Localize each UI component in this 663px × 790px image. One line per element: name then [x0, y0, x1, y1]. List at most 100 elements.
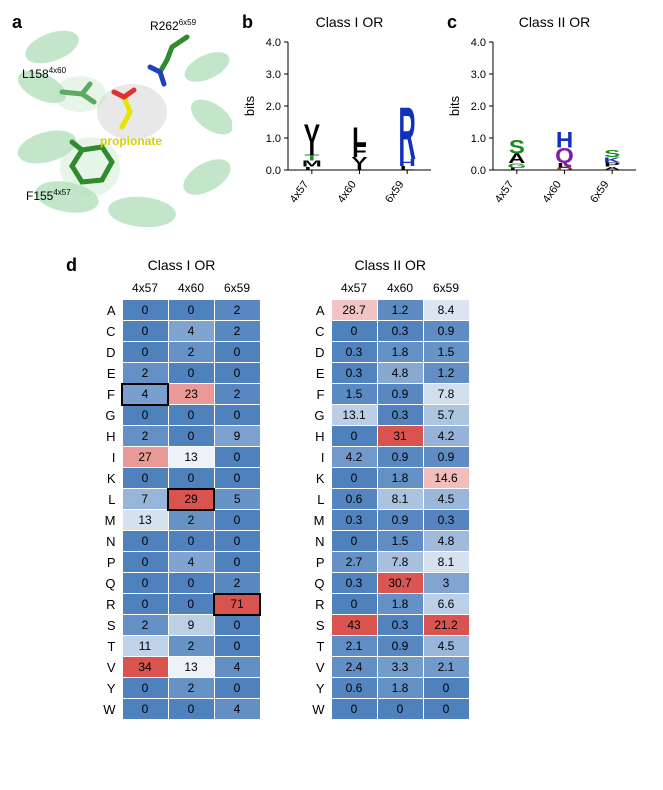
heatmap-cell: 71: [214, 594, 260, 615]
heatmap-cell: 13.1: [331, 405, 377, 426]
svg-text:4x60: 4x60: [540, 179, 564, 205]
row-label: W: [102, 699, 122, 720]
row-label: V: [311, 657, 331, 678]
heatmap-cell: 2: [168, 510, 214, 531]
heatmap-cell: 21.2: [423, 615, 469, 636]
label-r262: R2626x59: [150, 18, 196, 33]
row-label: V: [102, 657, 122, 678]
heatmap-cell: 0.3: [331, 342, 377, 363]
heatmap-cell: 13: [168, 447, 214, 468]
row-label: Q: [311, 573, 331, 594]
row-label: S: [102, 615, 122, 636]
panel-b-label: b: [242, 12, 253, 33]
svg-text:4x60: 4x60: [335, 179, 359, 205]
heatmap-cell: 0: [214, 531, 260, 552]
heatmap-cell: 0: [168, 468, 214, 489]
svg-text:3.0: 3.0: [266, 69, 281, 81]
heatmap-cell: 9: [214, 426, 260, 447]
svg-text:2.0: 2.0: [266, 101, 281, 113]
heatmap-cell: 1.5: [423, 342, 469, 363]
heatmap-cell: 0: [214, 510, 260, 531]
panel-c-label: c: [447, 12, 457, 33]
heatmap-cell: 0: [168, 573, 214, 594]
heatmap-cell: 0: [214, 678, 260, 699]
svg-text:S: S: [509, 136, 525, 158]
row-label: T: [102, 636, 122, 657]
heatmap-cell: 7.8: [377, 552, 423, 573]
heatmap-cell: 2: [168, 342, 214, 363]
row-label: R: [102, 594, 122, 615]
heatmap-cell: 1.8: [377, 468, 423, 489]
heatmap-cell: 4: [122, 384, 168, 405]
heatmap-cell: 0.3: [331, 573, 377, 594]
row-label: I: [102, 447, 122, 468]
heatmap-cell: 0: [214, 405, 260, 426]
heatmap-cell: 0: [168, 363, 214, 384]
heatmap-cell: 0: [214, 552, 260, 573]
heatmap-cell: 0.9: [423, 321, 469, 342]
row-label: W: [311, 699, 331, 720]
heatmap-cell: 2: [122, 615, 168, 636]
heatmap-cell: 2.1: [331, 636, 377, 657]
row-label: H: [311, 426, 331, 447]
heatmap-cell: 0: [214, 615, 260, 636]
top-row: a: [12, 12, 651, 227]
heatmap-cell: 0: [331, 468, 377, 489]
svg-text:4x57: 4x57: [288, 179, 312, 205]
row-label: P: [102, 552, 122, 573]
heatmap-cell: 0: [122, 468, 168, 489]
row-label: A: [102, 300, 122, 321]
heatmap-cell: 8.1: [423, 552, 469, 573]
heatmap-cell: 2: [168, 636, 214, 657]
row-label: D: [311, 342, 331, 363]
heatmap-cell: 34: [122, 657, 168, 678]
row-label: G: [102, 405, 122, 426]
heatmap-cell: 28.7: [331, 300, 377, 321]
row-label: M: [311, 510, 331, 531]
heatmap-cell: 2: [214, 384, 260, 405]
row-label: I: [311, 447, 331, 468]
heatmap-cell: 2.4: [331, 657, 377, 678]
col-header: 4x60: [377, 279, 423, 300]
heatmap-cell: 8.4: [423, 300, 469, 321]
row-label: H: [102, 426, 122, 447]
row-label: C: [311, 321, 331, 342]
heatmap-cell: 0: [122, 552, 168, 573]
heatmap-cell: 4.5: [423, 636, 469, 657]
heatmap-cell: 4.2: [331, 447, 377, 468]
svg-text:V: V: [304, 121, 321, 148]
heatmap-cell: 0.9: [377, 510, 423, 531]
svg-text:4.0: 4.0: [471, 37, 486, 49]
heatmap-cell: 0: [122, 300, 168, 321]
heatmap-cell: 0.9: [377, 636, 423, 657]
heatmap-classI: d Class I OR 4x574x606x59A002C042D020E20…: [102, 257, 261, 720]
heatmap-classII: Class II OR 4x574x606x59A28.71.28.4C00.3…: [311, 257, 470, 720]
col-header: 4x57: [122, 279, 168, 300]
row-label: F: [102, 384, 122, 405]
heatmap-cell: 14.6: [423, 468, 469, 489]
svg-text:3.0: 3.0: [471, 69, 486, 81]
heatmap-cell: 0: [122, 405, 168, 426]
heatmap-cell: 0: [214, 636, 260, 657]
heatmap-cell: 0: [331, 321, 377, 342]
label-f155: F1554x57: [26, 188, 71, 203]
svg-text:bits: bits: [242, 95, 257, 116]
svg-text:R: R: [399, 92, 416, 175]
heatmap-cell: 29: [168, 489, 214, 510]
row-label: L: [102, 489, 122, 510]
heatmap-cell: 0: [122, 594, 168, 615]
row-label: Q: [102, 573, 122, 594]
row-label: R: [311, 594, 331, 615]
row-label: D: [102, 342, 122, 363]
panel-a: a: [12, 12, 232, 227]
row-label: E: [102, 363, 122, 384]
svg-text:L: L: [352, 124, 367, 151]
heatmap-cell: 0: [122, 678, 168, 699]
heatmap-cell: 0: [122, 321, 168, 342]
row-label: Y: [102, 678, 122, 699]
heatmap-cell: 4: [168, 552, 214, 573]
row-label: P: [311, 552, 331, 573]
heatmap-cell: 2: [214, 573, 260, 594]
heatmap-cell: 23: [168, 384, 214, 405]
panel-c-title: Class II OR: [447, 14, 642, 30]
